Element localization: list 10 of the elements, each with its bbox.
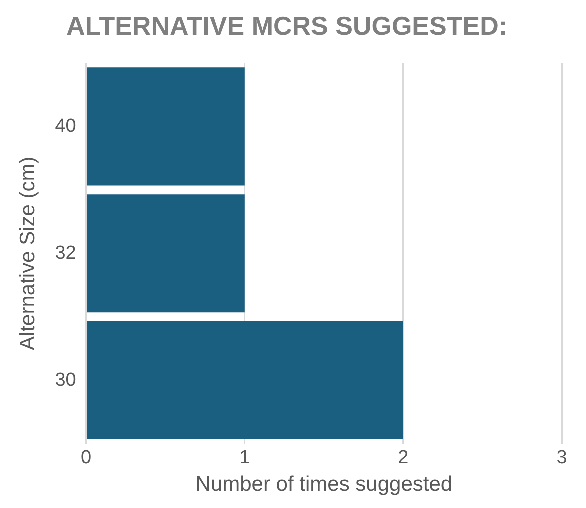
chart-title: ALTERNATIVE MCRS SUGGESTED: xyxy=(66,10,508,41)
x-axis-title: Number of times suggested xyxy=(196,473,453,496)
y-tick-label: 40 xyxy=(55,116,76,137)
x-tick-label: 1 xyxy=(240,448,250,469)
x-tick-label: 3 xyxy=(556,448,568,469)
x-tick-label: 0 xyxy=(81,448,92,469)
y-tick-label: 30 xyxy=(55,370,76,391)
y-tick-label: 32 xyxy=(55,242,76,264)
x-tick-label: 2 xyxy=(398,448,409,469)
y-axis-title: Alternative Size (cm) xyxy=(16,156,40,350)
